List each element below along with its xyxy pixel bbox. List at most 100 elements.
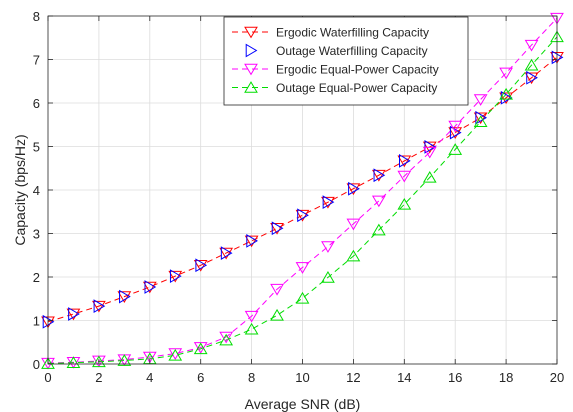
series-lines [47, 17, 558, 365]
data-point-3 [219, 333, 234, 346]
series-line-3 [47, 36, 558, 365]
x-tick-label: 2 [95, 370, 102, 385]
data-point-1 [475, 110, 488, 125]
legend-marker-1 [245, 43, 258, 58]
data-point-3 [117, 354, 132, 366]
data-point-3 [473, 115, 488, 128]
x-tick-label: 18 [499, 370, 513, 385]
data-point-2 [321, 241, 335, 253]
data-point-3 [295, 291, 310, 304]
data-point-3 [346, 249, 361, 262]
data-point-1 [246, 234, 258, 248]
x-tick-label: 20 [550, 370, 564, 385]
data-point-2 [270, 283, 284, 296]
y-tick-label: 7 [33, 53, 40, 68]
x-tick-label: 6 [197, 370, 204, 385]
data-point-2 [346, 218, 361, 231]
data-point-2 [219, 331, 234, 344]
data-point-0 [346, 183, 361, 196]
data-point-0 [473, 112, 488, 125]
data-point-0 [321, 196, 335, 209]
data-point-1 [119, 289, 131, 304]
data-point-1 [195, 258, 208, 273]
legend: Ergodic Waterfilling Capacity Outage Wate… [223, 16, 469, 106]
data-point-3 [448, 143, 463, 155]
data-point-0 [66, 308, 81, 321]
data-point-0 [270, 222, 284, 235]
data-point-2 [473, 94, 488, 106]
y-tick-label: 4 [33, 183, 40, 198]
data-point-1 [526, 70, 538, 85]
x-tick-label: 16 [448, 370, 462, 385]
legend-label-2: Ergodic Equal-Power Capacity [276, 63, 439, 77]
data-point-0 [371, 169, 386, 182]
data-point-2 [295, 262, 310, 274]
data-point-3 [244, 322, 259, 335]
data-point-3 [371, 223, 386, 236]
data-point-0 [142, 281, 157, 294]
data-point-1 [322, 195, 335, 210]
data-point-3 [92, 355, 106, 368]
data-point-1 [297, 208, 309, 223]
data-point-0 [397, 155, 412, 168]
y-tick-label: 8 [33, 9, 40, 24]
data-point-3 [168, 348, 183, 361]
data-point-0 [92, 300, 106, 313]
data-point-1 [399, 153, 411, 168]
data-point-0 [193, 259, 208, 272]
x-axis-label: Average SNR (dB) [245, 396, 361, 412]
y-axis-label: Capacity (bps/Hz) [12, 134, 28, 245]
data-point-0 [168, 270, 183, 283]
data-point-0 [448, 127, 463, 139]
legend-marker-0 [244, 26, 258, 39]
data-point-3 [270, 308, 284, 321]
data-point-0 [244, 235, 259, 248]
data-point-3 [524, 58, 539, 71]
data-point-1 [348, 181, 360, 196]
data-point-0 [524, 72, 539, 85]
data-point-2 [371, 195, 386, 208]
data-point-1 [144, 280, 157, 294]
data-point-2 [499, 67, 513, 80]
data-point-2 [448, 120, 463, 133]
data-point-3 [397, 197, 412, 210]
data-point-3 [499, 87, 513, 100]
y-tick-label: 0 [33, 357, 40, 372]
data-point-2 [550, 12, 564, 25]
data-point-0 [219, 247, 234, 260]
x-tick-label: 4 [146, 370, 153, 385]
data-point-1 [220, 246, 233, 260]
legend-marker-2 [244, 63, 258, 76]
data-point-1 [68, 307, 80, 321]
legend-label-3: Outage Equal-Power Capacity [276, 81, 437, 95]
data-point-0 [499, 92, 513, 105]
y-tick-label: 5 [33, 140, 40, 155]
series-line-2 [47, 17, 558, 364]
legend-label-0: Ergodic Waterfilling Capacity [276, 26, 429, 40]
data-point-2 [524, 39, 539, 52]
y-tick-label: 1 [33, 314, 40, 329]
data-point-2 [422, 146, 437, 159]
data-point-3 [41, 357, 55, 369]
data-point-2 [397, 170, 412, 183]
data-point-1 [169, 269, 182, 284]
x-tick-label: 12 [346, 370, 360, 385]
data-point-2 [142, 351, 157, 364]
y-tick-label: 3 [33, 227, 40, 242]
x-tick-label: 8 [248, 370, 255, 385]
data-point-0 [117, 291, 132, 303]
y-tick-label: 6 [33, 96, 40, 111]
x-tick-label: 0 [44, 370, 51, 385]
data-point-3 [66, 356, 81, 368]
y-tick-label: 2 [33, 270, 40, 285]
legend-label-1: Outage Waterfilling Capacity [276, 44, 428, 58]
legend-marker-3 [244, 81, 258, 93]
data-point-1 [449, 125, 462, 140]
data-point-0 [295, 209, 310, 222]
data-point-3 [321, 271, 335, 283]
data-point-2 [244, 310, 259, 323]
data-point-2 [168, 348, 183, 360]
data-point-1 [271, 221, 284, 236]
data-point-3 [193, 342, 208, 355]
